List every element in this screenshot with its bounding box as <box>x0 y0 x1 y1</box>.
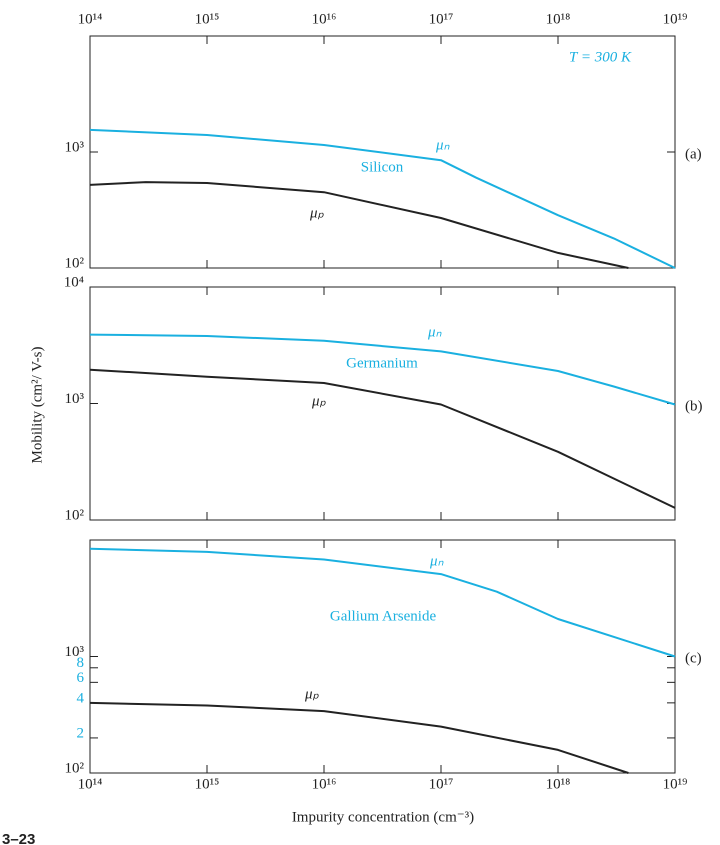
line <box>89 701 629 774</box>
y-tick-label: 6 <box>77 670 85 686</box>
figure-label: 3–23 <box>2 831 35 845</box>
y-axis-label: Mobility (cm²/ V-s) <box>29 346 45 463</box>
x-tick-label: 10¹⁵ <box>195 776 220 792</box>
line <box>89 333 676 406</box>
y-tick-label: 10² <box>65 255 85 271</box>
x-tick-label: 10¹⁶ <box>312 776 337 792</box>
material-label: Germanium <box>346 355 418 371</box>
note: T = 300 K <box>569 49 632 65</box>
line <box>89 547 676 658</box>
x-tick-label: 10¹⁷ <box>429 11 454 27</box>
series-label: μₚ <box>304 686 320 702</box>
x-tick-label: 10¹⁸ <box>546 11 571 27</box>
y-tick-label: 10³ <box>65 391 85 407</box>
y-tick-label: 10² <box>65 760 85 776</box>
x-tick-label: 10¹⁶ <box>312 11 337 27</box>
plot-frame <box>89 539 676 774</box>
x-axis-label: Impurity concentration (cm⁻³) <box>292 809 474 825</box>
panel-label: (a) <box>685 146 702 162</box>
x-tick-label: 10¹⁹ <box>663 11 688 27</box>
series-label: μₙ <box>435 137 451 153</box>
y-tick-label: 10³ <box>65 139 85 155</box>
x-tick-label: 10¹⁵ <box>195 11 220 27</box>
y-tick-label: 10² <box>65 507 85 523</box>
x-tick-label: 10¹⁷ <box>429 776 454 792</box>
line <box>89 181 629 269</box>
series-label: μₙ <box>427 324 443 340</box>
material-label: Gallium Arsenide <box>330 608 437 624</box>
y-tick-label: 10³ <box>65 644 85 660</box>
plot-frame <box>89 286 676 521</box>
y-tick-label: 8 <box>77 655 85 671</box>
y-tick-label: 10⁴ <box>64 274 84 290</box>
line <box>89 368 676 509</box>
x-tick-label: 10¹⁴ <box>78 11 103 27</box>
material-label: Silicon <box>361 159 404 175</box>
panel-label: (b) <box>685 398 703 414</box>
panel-label: (c) <box>685 650 702 666</box>
series-label: μₙ <box>429 553 445 569</box>
series-label: μₚ <box>311 393 327 409</box>
y-tick-label: 2 <box>77 725 85 741</box>
series-label: μₚ <box>309 205 325 221</box>
y-tick-label: 4 <box>77 690 85 706</box>
line <box>89 128 676 269</box>
x-tick-label: 10¹⁸ <box>546 776 571 792</box>
x-tick-label: 10¹⁹ <box>663 776 688 792</box>
x-tick-label: 10¹⁴ <box>78 776 103 792</box>
